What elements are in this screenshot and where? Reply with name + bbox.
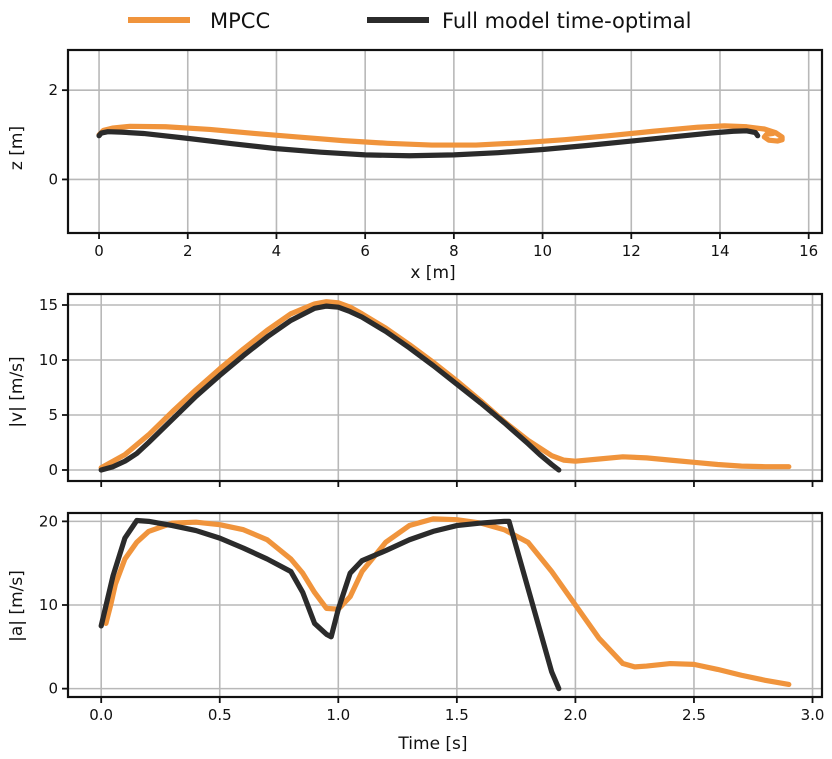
x-tick-label: 8 (449, 242, 459, 260)
y-tick-label: 0 (48, 461, 58, 479)
series-line-full-model (96, 128, 761, 159)
x-tick-label: 6 (360, 242, 370, 260)
axes-frame (66, 48, 824, 235)
x-tick-label: 0.0 (89, 706, 113, 724)
x-tick-label: 2 (183, 242, 193, 260)
legend: MPCC Full model time-optimal (128, 9, 691, 33)
x-tick-label: 4 (272, 242, 282, 260)
panel-accel-xlabel: Time [s] (397, 734, 467, 754)
x-tick-label: 1.5 (445, 706, 469, 724)
legend-label-mpcc: MPCC (210, 9, 270, 33)
x-tick-label: 12 (622, 242, 641, 260)
y-tick-label: 0 (48, 170, 58, 188)
panel-z-vs-x: 0 2 4 6 8 10 12 14 16 0 2 (48, 48, 824, 260)
panel-z-ylabel: z [m] (7, 126, 27, 170)
y-tick-label: 10 (39, 596, 58, 614)
series-line-full-model (98, 303, 562, 473)
x-tick-label: 14 (710, 242, 729, 260)
panel-speed-ylabel: |v| [m/s] (7, 356, 27, 427)
y-tick-label: 20 (39, 512, 58, 530)
legend-label-full-model: Full model time-optimal (442, 9, 691, 33)
x-tick-label: 2.5 (682, 706, 706, 724)
x-tick-label: 0 (94, 242, 104, 260)
y-tick-label: 10 (39, 351, 58, 369)
y-tick-label: 5 (48, 406, 58, 424)
x-tick-label: 16 (799, 242, 818, 260)
panel-accel-ylabel: |a| [m/s] (7, 570, 27, 642)
panel-speed: 0 5 10 15 (39, 292, 824, 487)
y-tick-label: 2 (48, 81, 58, 99)
panel-z-xlabel: x [m] (410, 263, 455, 283)
series-line-full-model (98, 517, 562, 692)
series-line-mpcc (103, 516, 792, 688)
panel-acceleration: 0.0 0.5 1.0 1.5 2.0 2.5 3.0 0 10 20 (39, 511, 825, 724)
x-tick-label: 10 (533, 242, 552, 260)
series-line-mpcc (98, 299, 792, 471)
series-line-mpcc (96, 123, 785, 148)
x-tick-label: 0.5 (208, 706, 232, 724)
axes-frame (66, 292, 824, 483)
x-tick-label: 1.0 (326, 706, 350, 724)
x-tick-label: 3.0 (801, 706, 825, 724)
x-tick-label: 2.0 (563, 706, 587, 724)
y-tick-label: 15 (39, 296, 58, 314)
y-tick-label: 0 (48, 680, 58, 698)
